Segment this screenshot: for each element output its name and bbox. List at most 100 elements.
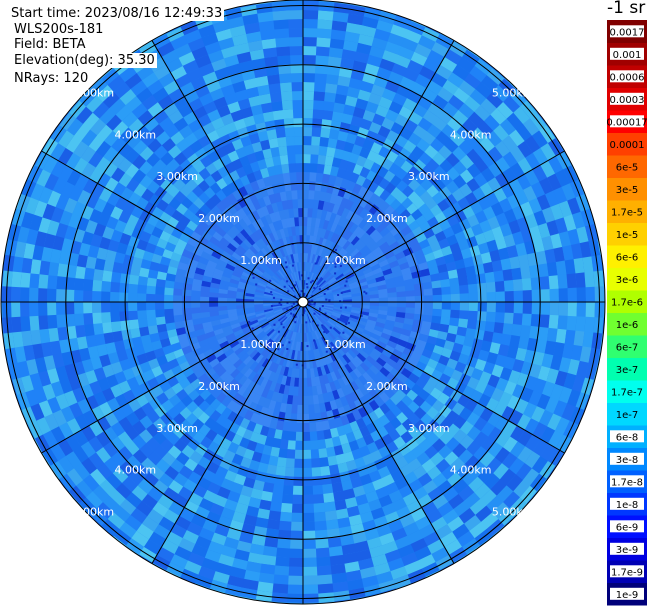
range-gate [312, 263, 318, 274]
range-gate [271, 251, 279, 261]
range-gate [213, 216, 224, 228]
range-gate [419, 268, 431, 278]
range-gate [286, 199, 294, 210]
range-gate [147, 486, 164, 502]
range-gate [126, 133, 142, 149]
range-gate [187, 236, 199, 248]
range-gate [164, 351, 177, 363]
range-gate [325, 321, 335, 329]
range-gate [306, 296, 316, 301]
range-gate [318, 402, 327, 413]
colorbar-label-box [610, 70, 644, 83]
range-gate [336, 167, 347, 179]
range-gate [115, 104, 133, 121]
range-gate [131, 336, 143, 348]
range-gate [303, 82, 315, 92]
range-gate [441, 465, 457, 481]
range-gate [310, 377, 317, 387]
range-gate [335, 508, 349, 520]
range-gate [214, 524, 230, 537]
range-gate [50, 340, 62, 356]
range-gate [299, 226, 304, 236]
range-gate [513, 106, 531, 125]
range-gate [357, 338, 367, 347]
range-gate [290, 331, 295, 341]
range-gate [65, 135, 82, 153]
range-gate [279, 327, 287, 336]
range-gate [329, 316, 339, 323]
range-gate [234, 42, 251, 55]
range-gate [272, 230, 280, 241]
near-range-gate [277, 348, 280, 351]
range-gate [333, 256, 342, 266]
range-gate [487, 146, 504, 163]
range-gate [481, 75, 499, 93]
range-gate [482, 206, 496, 221]
range-gate [393, 275, 404, 283]
range-gate [312, 310, 320, 318]
range-gate [147, 138, 163, 153]
range-gate [453, 500, 470, 517]
range-gate [151, 253, 163, 264]
range-gate [258, 572, 275, 584]
range-gate [82, 474, 100, 492]
range-gate [273, 565, 290, 576]
range-gate [249, 321, 260, 329]
range-gate [407, 458, 422, 472]
range-gate [273, 429, 283, 440]
range-gate [203, 348, 214, 358]
range-gate [295, 163, 304, 173]
range-gate [528, 390, 542, 407]
range-gate [50, 206, 65, 223]
range-gate [139, 442, 154, 458]
range-gate [437, 479, 453, 495]
range-gate [204, 393, 217, 406]
range-gate [93, 391, 107, 406]
range-gate [525, 213, 539, 229]
range-gate [141, 71, 160, 88]
range-gate [298, 208, 304, 218]
range-gate [349, 284, 360, 290]
range-gate [213, 348, 225, 359]
range-gate [264, 379, 273, 390]
range-gate [555, 328, 567, 344]
range-gate [343, 141, 355, 153]
range-gate [378, 302, 388, 307]
range-gate [558, 357, 572, 374]
range-gate [558, 231, 572, 248]
range-gate [311, 208, 318, 219]
azimuth-spoke [151, 40, 304, 303]
range-gate [362, 109, 376, 122]
range-gate [269, 418, 278, 430]
range-gate [274, 309, 283, 315]
range-gate [140, 258, 152, 270]
range-gate [293, 272, 298, 282]
range-gate [155, 316, 166, 326]
colorbar-tick-label: 1e-8 [616, 500, 639, 511]
range-gate [342, 423, 353, 435]
range-gate [230, 482, 244, 495]
range-gate [294, 323, 299, 333]
range-gate [275, 37, 291, 48]
range-gate [147, 79, 165, 95]
range-gate [430, 273, 441, 282]
near-range-gate [292, 264, 294, 267]
range-gate [297, 386, 303, 396]
range-gate [159, 337, 171, 348]
colorbar-segment [607, 267, 647, 291]
range-gate [473, 157, 489, 174]
range-gate [359, 197, 370, 209]
range-gate [412, 395, 426, 408]
range-gate [74, 313, 85, 326]
range-gate [232, 33, 249, 47]
range-gate [368, 312, 379, 318]
range-gate [385, 79, 401, 93]
range-gate [553, 400, 568, 418]
range-gate [330, 166, 340, 177]
range-gate [458, 407, 473, 422]
range-gate [305, 359, 311, 369]
near-range-gate [280, 298, 283, 301]
range-gate [218, 288, 228, 295]
range-gate [106, 191, 121, 207]
range-gate [260, 367, 269, 378]
